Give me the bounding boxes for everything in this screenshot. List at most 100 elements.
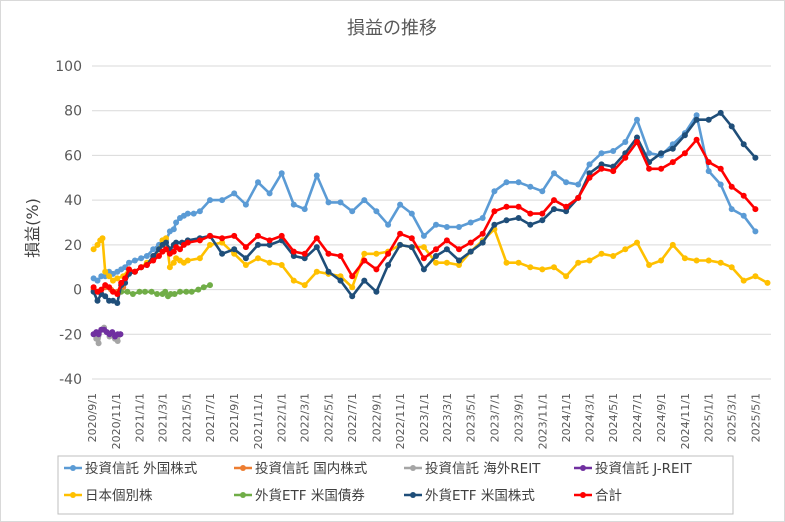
y-axis-label: 損益(%) — [23, 198, 42, 258]
data-point — [163, 239, 169, 246]
x-tick-label: 2021/5/1 — [180, 393, 193, 442]
data-point — [728, 264, 735, 271]
data-point — [681, 132, 688, 139]
data-point — [397, 230, 404, 237]
data-point — [408, 210, 415, 217]
data-point — [551, 170, 557, 177]
data-point — [563, 273, 570, 280]
data-point — [207, 241, 213, 248]
data-point — [349, 273, 356, 280]
data-point — [196, 208, 203, 215]
data-point — [142, 288, 148, 295]
data-point — [717, 165, 724, 172]
data-point — [740, 192, 747, 199]
data-point — [527, 264, 534, 271]
data-point — [207, 282, 213, 289]
data-point — [301, 250, 308, 257]
y-tick-label: -20 — [59, 327, 82, 343]
data-point — [231, 232, 238, 239]
data-point — [479, 230, 486, 237]
data-point — [575, 181, 582, 188]
data-point — [255, 241, 261, 248]
data-point — [118, 279, 125, 286]
data-point — [408, 235, 415, 242]
legend-label: 外貨ETF 米国債券 — [255, 487, 365, 504]
data-point — [467, 248, 474, 255]
data-point — [539, 210, 546, 217]
data-point — [385, 250, 392, 257]
data-point — [752, 206, 759, 213]
data-point — [669, 145, 676, 152]
data-point — [503, 259, 510, 266]
data-point — [740, 277, 747, 284]
data-point — [586, 174, 593, 181]
legend-label: 投資信託 J-REIT — [595, 461, 693, 477]
data-point — [325, 199, 332, 206]
data-point — [207, 197, 213, 204]
data-point — [290, 201, 297, 208]
data-point — [349, 208, 356, 215]
data-point — [658, 150, 665, 157]
data-point — [184, 257, 191, 264]
data-point — [397, 201, 404, 208]
data-point — [728, 183, 735, 190]
data-point — [539, 266, 546, 273]
legend-box — [57, 455, 734, 515]
data-point — [385, 262, 392, 268]
data-point — [313, 268, 320, 275]
data-point — [278, 262, 285, 268]
data-point — [196, 255, 203, 262]
series-0 — [90, 112, 759, 284]
chart-title: 損益の推移 — [347, 18, 437, 39]
data-point — [170, 248, 177, 255]
data-point — [325, 250, 332, 257]
data-point — [717, 181, 724, 188]
data-point — [740, 141, 747, 148]
data-point — [669, 159, 676, 166]
data-point — [337, 277, 344, 284]
data-point — [373, 266, 380, 273]
data-point — [752, 228, 759, 235]
data-point — [456, 246, 462, 253]
data-point — [634, 239, 640, 246]
legend: 投資信託 外国株式 投資信託 国内株式 投資信託 海外REIT 投資信託 J-REIT… — [57, 455, 734, 515]
x-tick-label: 2022/3/1 — [299, 393, 312, 442]
data-point — [433, 221, 439, 228]
legend-label: 合計 — [595, 488, 622, 504]
data-point — [195, 286, 202, 293]
x-tick-label: 2024/11/1 — [679, 393, 692, 449]
data-point — [266, 237, 273, 244]
data-point — [177, 246, 183, 253]
data-point — [693, 112, 700, 119]
data-point — [443, 259, 450, 266]
data-point — [420, 232, 427, 239]
data-point — [527, 183, 534, 190]
y-tick-label: -40 — [59, 372, 82, 388]
data-point — [183, 288, 190, 295]
data-point — [138, 255, 145, 262]
data-point — [114, 338, 121, 344]
data-point — [740, 212, 747, 219]
data-point — [503, 179, 510, 186]
data-point — [98, 286, 105, 293]
x-tick-label: 2022/5/1 — [322, 393, 335, 442]
x-tick-label: 2021/9/1 — [228, 393, 241, 442]
data-point — [373, 288, 380, 295]
x-tick-label: 2022/7/1 — [346, 393, 359, 442]
data-point — [219, 250, 226, 257]
data-point — [693, 257, 700, 264]
data-point — [143, 253, 150, 259]
data-point — [94, 277, 101, 284]
x-tick-label: 2022/11/1 — [394, 393, 407, 449]
data-point — [527, 210, 534, 217]
data-point — [170, 259, 177, 266]
data-point — [491, 188, 498, 195]
data-point — [173, 219, 180, 226]
data-point — [325, 268, 332, 275]
data-point — [219, 197, 226, 204]
data-point — [479, 215, 486, 221]
data-point — [162, 288, 169, 295]
data-point — [242, 201, 249, 208]
data-point — [184, 239, 191, 246]
data-point — [681, 150, 688, 157]
